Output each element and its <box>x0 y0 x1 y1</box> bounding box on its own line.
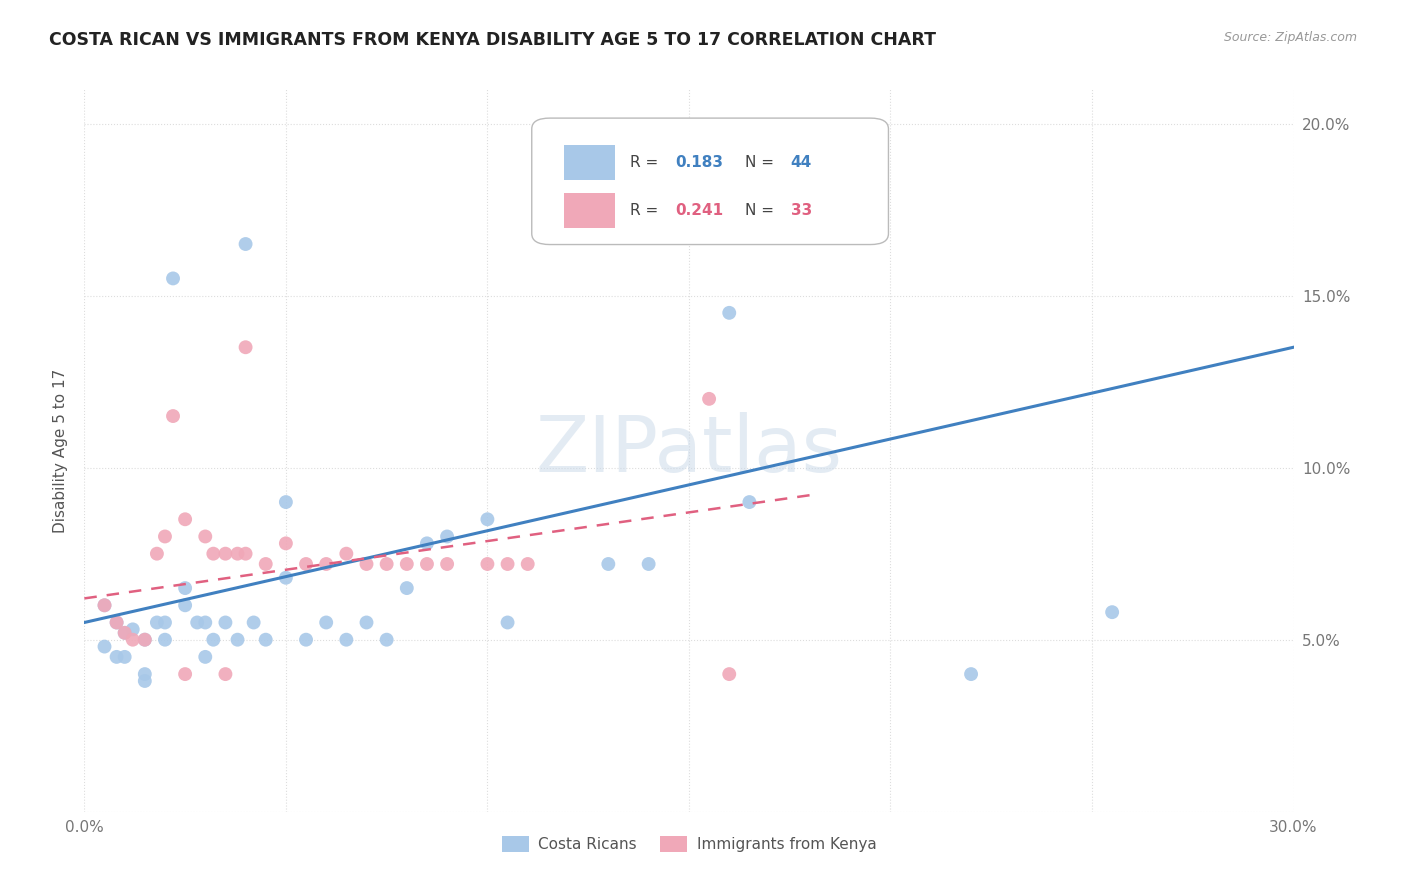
Point <box>516 557 538 571</box>
Text: 44: 44 <box>790 155 811 170</box>
Text: R =: R = <box>630 203 662 219</box>
Point <box>134 667 156 681</box>
Text: ZIPatlas: ZIPatlas <box>536 412 842 489</box>
Point <box>121 632 143 647</box>
Point <box>242 615 264 630</box>
Point <box>105 615 128 630</box>
Y-axis label: Disability Age 5 to 17: Disability Age 5 to 17 <box>52 368 67 533</box>
Point <box>153 615 176 630</box>
Legend: Costa Ricans, Immigrants from Kenya: Costa Ricans, Immigrants from Kenya <box>495 830 883 858</box>
Point <box>697 219 720 234</box>
Point <box>274 571 297 585</box>
Point <box>235 237 257 252</box>
Point <box>186 615 208 630</box>
Point <box>697 392 720 406</box>
Text: R =: R = <box>630 155 662 170</box>
Point <box>174 599 197 613</box>
Point <box>121 623 143 637</box>
Point <box>335 632 357 647</box>
Point <box>114 625 136 640</box>
FancyBboxPatch shape <box>564 194 616 228</box>
Point <box>254 557 277 571</box>
Point <box>194 615 217 630</box>
Point <box>436 529 458 543</box>
Text: COSTA RICAN VS IMMIGRANTS FROM KENYA DISABILITY AGE 5 TO 17 CORRELATION CHART: COSTA RICAN VS IMMIGRANTS FROM KENYA DIS… <box>49 31 936 49</box>
Point <box>93 599 115 613</box>
Point <box>356 615 378 630</box>
Point <box>375 557 398 571</box>
Point <box>105 615 128 630</box>
Point <box>496 615 519 630</box>
Point <box>214 547 236 561</box>
Point <box>254 632 277 647</box>
Point <box>105 649 128 664</box>
Point <box>226 632 249 647</box>
Point <box>718 667 741 681</box>
Point <box>153 529 176 543</box>
Point <box>356 557 378 571</box>
FancyBboxPatch shape <box>531 118 889 244</box>
Point <box>174 667 197 681</box>
Point <box>295 557 318 571</box>
Point <box>194 649 217 664</box>
Point <box>202 547 225 561</box>
Point <box>637 168 659 182</box>
Text: 0.183: 0.183 <box>676 155 724 170</box>
Point <box>416 557 439 571</box>
Text: N =: N = <box>745 155 779 170</box>
Point <box>395 581 418 595</box>
Point <box>114 649 136 664</box>
Point <box>315 557 337 571</box>
Point <box>226 547 249 561</box>
Text: N =: N = <box>745 203 779 219</box>
Point <box>235 547 257 561</box>
Point <box>146 615 169 630</box>
Point <box>194 529 217 543</box>
Text: 33: 33 <box>790 203 811 219</box>
Point <box>718 306 741 320</box>
Point <box>134 632 156 647</box>
Point <box>1101 605 1123 619</box>
Point <box>436 557 458 571</box>
Point <box>274 495 297 509</box>
Point <box>960 667 983 681</box>
Point <box>202 632 225 647</box>
Point <box>174 581 197 595</box>
Point <box>93 640 115 654</box>
Point <box>315 615 337 630</box>
Point <box>496 557 519 571</box>
Point <box>162 271 184 285</box>
Point <box>146 547 169 561</box>
Point <box>416 536 439 550</box>
Point <box>295 632 318 647</box>
Point <box>134 632 156 647</box>
Point <box>134 673 156 688</box>
Point <box>477 512 499 526</box>
Point <box>598 557 620 571</box>
Text: Source: ZipAtlas.com: Source: ZipAtlas.com <box>1223 31 1357 45</box>
Point <box>93 599 115 613</box>
Text: 0.241: 0.241 <box>676 203 724 219</box>
FancyBboxPatch shape <box>564 145 616 180</box>
Point <box>114 625 136 640</box>
Point <box>395 557 418 571</box>
Point <box>738 495 761 509</box>
Point <box>274 536 297 550</box>
Point <box>477 557 499 571</box>
Point <box>637 557 659 571</box>
Point <box>375 632 398 647</box>
Point <box>214 667 236 681</box>
Point <box>153 632 176 647</box>
Point <box>174 512 197 526</box>
Point <box>235 340 257 354</box>
Point <box>162 409 184 423</box>
Point <box>214 615 236 630</box>
Point <box>335 547 357 561</box>
